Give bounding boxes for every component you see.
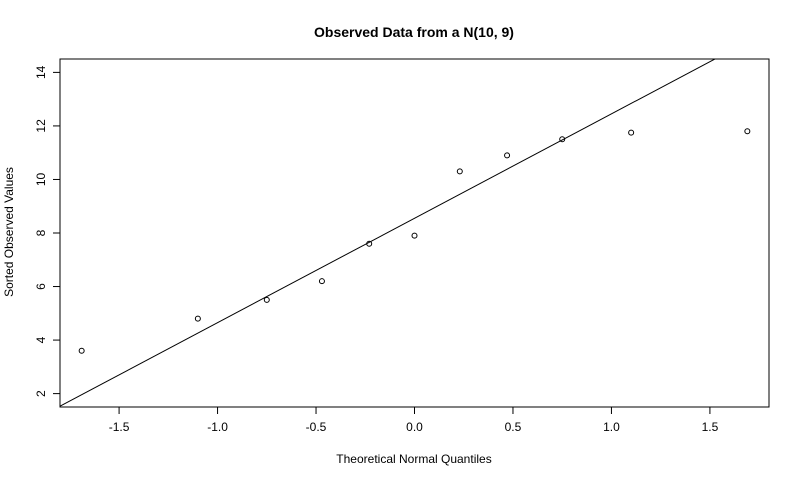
y-tick-label: 8 xyxy=(34,229,48,236)
data-point xyxy=(504,152,511,159)
reference-line xyxy=(60,59,717,407)
data-point xyxy=(318,278,325,285)
chart-title: Observed Data from a N(10, 9) xyxy=(314,24,514,40)
data-point xyxy=(628,129,635,136)
y-tick-label: 12 xyxy=(34,119,48,133)
x-tick-label: 1.5 xyxy=(702,420,719,434)
y-tick-label: 4 xyxy=(34,336,48,343)
y-tick-label: 6 xyxy=(34,283,48,290)
y-tick-label: 10 xyxy=(34,172,48,186)
points-group xyxy=(78,128,751,354)
data-point xyxy=(744,128,751,135)
reference-line-group xyxy=(60,59,717,407)
data-point xyxy=(78,347,85,354)
data-point xyxy=(263,296,270,303)
data-point xyxy=(456,168,463,175)
data-point xyxy=(411,232,418,239)
y-axis-label: Sorted Observed Values xyxy=(2,167,16,297)
x-tick-label: 0.5 xyxy=(505,420,522,434)
x-tick-label: 0.0 xyxy=(406,420,423,434)
data-point xyxy=(194,315,201,322)
x-tick-label: -1.5 xyxy=(109,420,130,434)
x-axis: -1.5 -1.0 -0.5 0.0 0.5 1.0 1.5 xyxy=(109,406,719,434)
x-tick-label: -1.0 xyxy=(207,420,228,434)
data-point xyxy=(366,240,373,247)
y-tick-label: 14 xyxy=(34,65,48,79)
y-tick-label: 2 xyxy=(34,390,48,397)
x-tick-label: 1.0 xyxy=(603,420,620,434)
data-point xyxy=(559,136,566,143)
x-tick-label: -0.5 xyxy=(306,420,327,434)
y-axis: 2 4 6 8 10 12 14 xyxy=(34,65,61,397)
x-axis-label: Theoretical Normal Quantiles xyxy=(336,452,491,466)
